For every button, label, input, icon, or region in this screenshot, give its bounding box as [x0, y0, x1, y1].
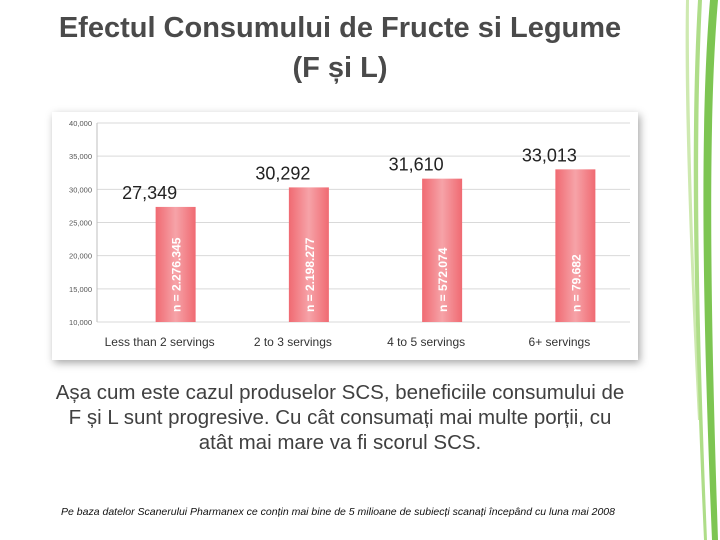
data-label: 30,292 [255, 163, 310, 183]
bar-count-label: n = 2.198.277 [303, 237, 317, 312]
x-tick-label: 4 to 5 servings [387, 335, 465, 349]
description-text: Așa cum este cazul produselor SCS, benef… [55, 381, 625, 454]
page-title: Efectul Consumului de Fructe si Legume (… [20, 8, 660, 88]
source-footnote: Pe baza datelor Scanerului Pharmanex ce … [61, 506, 615, 518]
data-label: 33,013 [522, 145, 577, 165]
chart-frame: 10,000 15,000 20,000 25,000 30,000 35,000 40,0… [52, 112, 638, 360]
y-tick-label: 20,000 [69, 252, 92, 261]
y-tick-label: 15,000 [69, 285, 92, 294]
bar-count-label: n = 79.682 [569, 254, 583, 312]
y-tick-label: 30,000 [69, 185, 92, 194]
green-swoosh-decoration [685, 0, 718, 540]
y-tick-label: 25,000 [69, 219, 92, 228]
y-tick-label: 35,000 [69, 152, 92, 161]
x-tick-label: 2 to 3 servings [254, 335, 332, 349]
y-tick-label: 40,000 [69, 119, 92, 128]
bar [555, 169, 596, 322]
x-tick-label: 6+ servings [529, 335, 591, 349]
bar-chart: 10,000 15,000 20,000 25,000 30,000 35,000 40,0… [69, 119, 630, 349]
data-label: 31,610 [389, 155, 444, 175]
x-tick-label: Less than 2 servings [105, 335, 215, 349]
title-line-1: Efectul Consumului de Fructe si Legume [58, 12, 622, 44]
bar [288, 187, 329, 322]
bar-count-label: n = 2.276.345 [170, 237, 184, 312]
title-line-2: (F și L) [292, 52, 388, 84]
data-label: 27,349 [122, 183, 177, 203]
y-tick-label: 10,000 [69, 318, 92, 327]
bar-count-label: n = 572.074 [436, 247, 450, 312]
bar [155, 206, 196, 322]
bar [422, 178, 463, 322]
